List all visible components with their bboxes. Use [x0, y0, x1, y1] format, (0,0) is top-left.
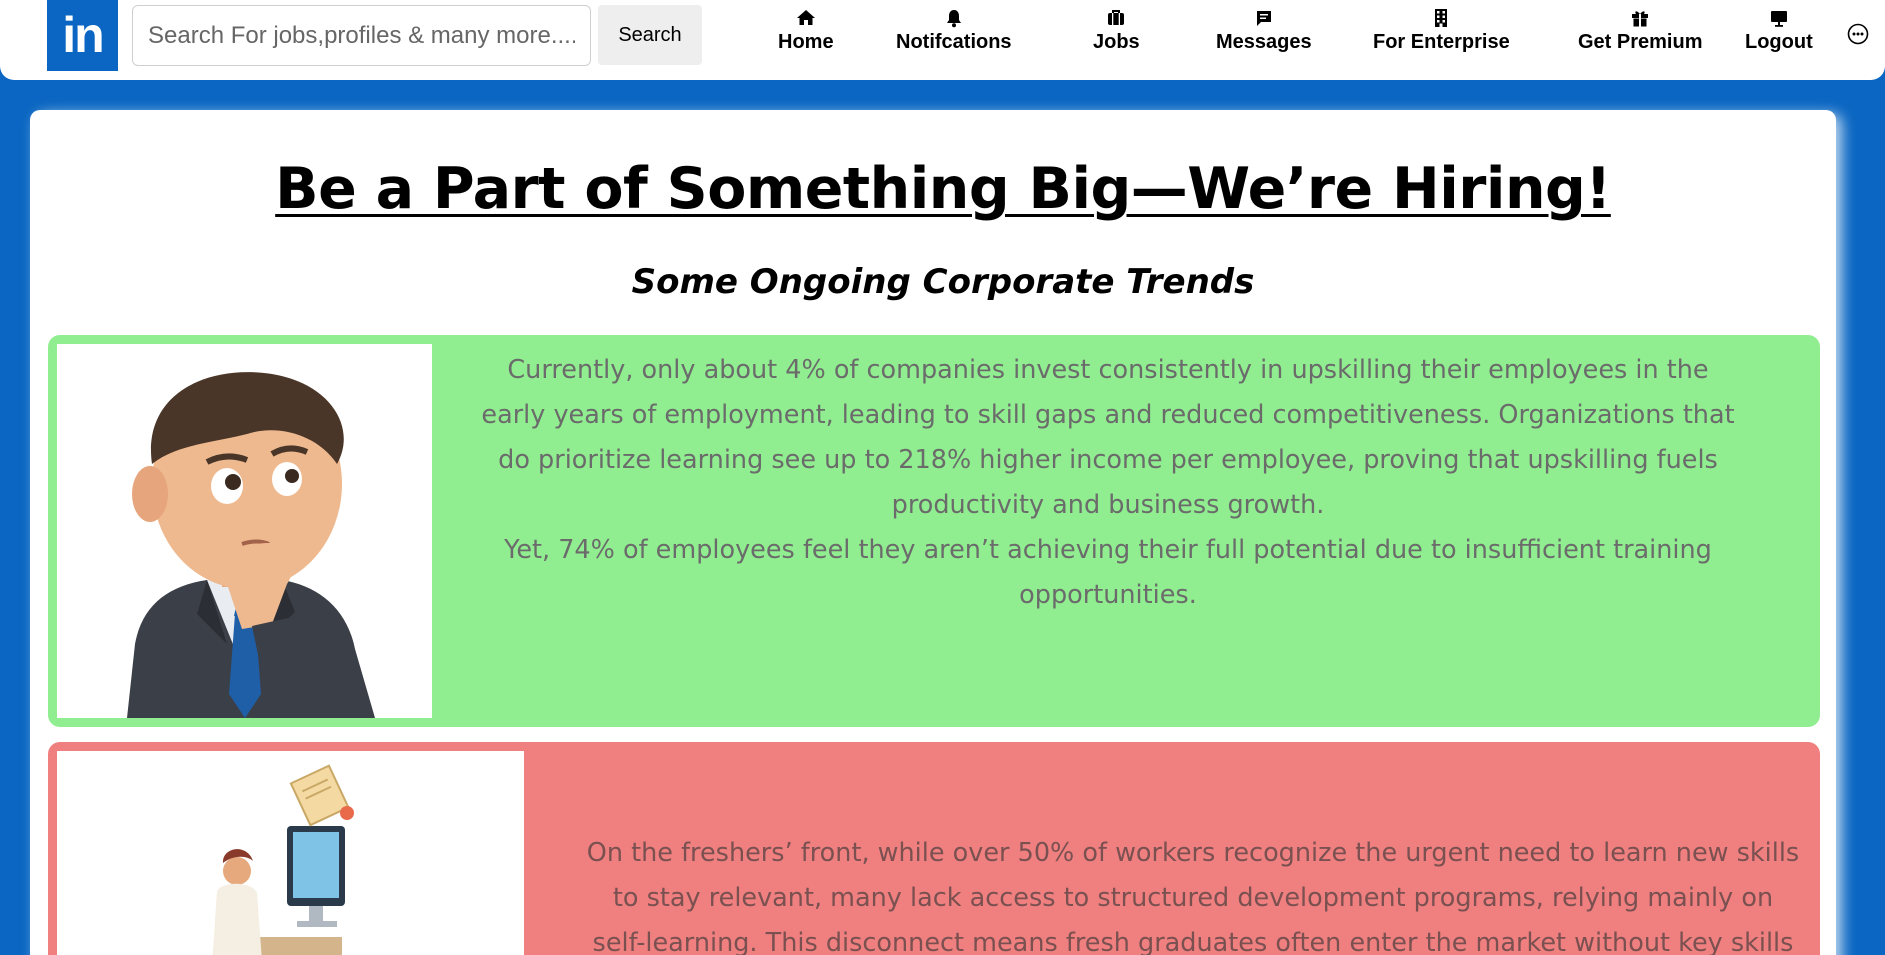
trend-card-freshers: On the freshers’ front, while over 50% o… — [48, 742, 1820, 955]
bell-icon — [946, 10, 961, 28]
nav-for-enterprise[interactable]: For Enterprise — [1373, 8, 1510, 66]
gift-icon — [1632, 11, 1649, 27]
linkedin-logo[interactable]: in — [47, 0, 118, 71]
trend-text-upskilling: Currently, only about 4% of companies in… — [478, 348, 1738, 618]
monitor-icon — [1770, 11, 1787, 27]
page-title: Be a Part of Something Big—We’re Hiring! — [275, 156, 1611, 222]
top-navigation-bar: in Search Home Notifcations Jobs Message… — [0, 0, 1885, 80]
search-input[interactable] — [132, 5, 591, 66]
trend-paragraph: On the freshers’ front, while over 50% o… — [586, 838, 1800, 955]
search-button[interactable]: Search — [598, 5, 702, 65]
nav-home[interactable]: Home — [778, 8, 834, 66]
building-icon — [1435, 9, 1448, 27]
home-icon — [796, 10, 815, 25]
trend-paragraph: Yet, 74% of employees feel they aren’t a… — [504, 535, 1712, 610]
nav-notifications-label: Notifcations — [896, 31, 1012, 53]
briefcase-icon — [1108, 10, 1125, 25]
main-content-card: Be a Part of Something Big—We’re Hiring!… — [30, 110, 1836, 955]
nav-get-premium-label: Get Premium — [1578, 31, 1703, 53]
thinking-businessman-illustration — [57, 344, 432, 718]
nav-messages-label: Messages — [1216, 31, 1312, 53]
nav-jobs[interactable]: Jobs — [1093, 8, 1140, 66]
nav-logout[interactable]: Logout — [1745, 8, 1813, 66]
nav-logout-label: Logout — [1745, 31, 1813, 53]
trend-card-upskilling: Currently, only about 4% of companies in… — [48, 335, 1820, 727]
student-studying-books-illustration — [57, 751, 524, 955]
nav-for-enterprise-label: For Enterprise — [1373, 31, 1510, 53]
nav-jobs-label: Jobs — [1093, 31, 1140, 53]
nav-home-label: Home — [778, 31, 834, 53]
nav-messages[interactable]: Messages — [1216, 8, 1312, 66]
nav-notifications[interactable]: Notifcations — [896, 8, 1012, 66]
trend-text-freshers: On the freshers’ front, while over 50% o… — [583, 831, 1803, 955]
message-icon — [1256, 11, 1271, 26]
trend-paragraph: Currently, only about 4% of companies in… — [481, 355, 1735, 520]
more-options-icon[interactable] — [1847, 23, 1869, 45]
section-subtitle: Some Ongoing Corporate Trends — [631, 262, 1255, 302]
nav-get-premium[interactable]: Get Premium — [1578, 8, 1702, 66]
